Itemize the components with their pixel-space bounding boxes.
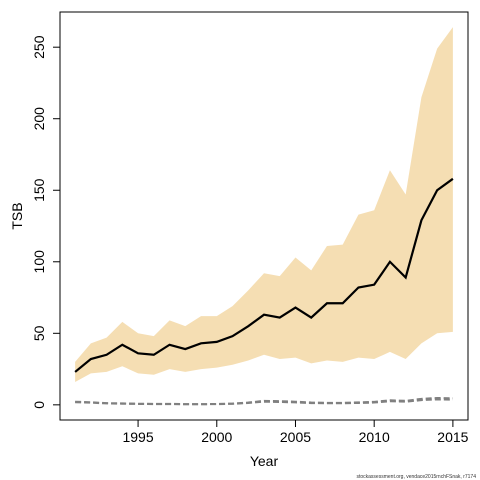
x-tick-label: 2015 [437,429,468,445]
confidence-band [75,27,453,382]
plot-frame [59,11,469,421]
x-tick-label: 1995 [122,429,153,445]
x-tick-label: 2010 [359,429,390,445]
x-tick-label: 2005 [280,429,311,445]
y-axis-label: TSB [9,202,25,229]
x-axis-label: Year [250,453,279,469]
y-tick-label: 100 [31,250,47,274]
y-tick-label: 50 [31,325,47,341]
y-tick-label: 150 [31,178,47,202]
y-tick-label: 200 [31,107,47,131]
y-tick-label: 0 [31,401,47,409]
series-line [74,177,454,373]
y-tick-label: 250 [31,35,47,59]
series-line [75,396,453,406]
x-tick-label: 2000 [201,429,232,445]
footnote: stockassessment.org, vendace2015rnchFSna… [356,474,476,480]
